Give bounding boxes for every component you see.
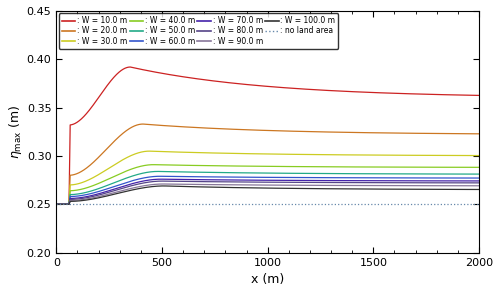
Legend: : W = 10.0 m, : W = 20.0 m, : W = 30.0 m, : W = 40.0 m, : W = 50.0 m, : W = 60.0: : W = 10.0 m, : W = 20.0 m, : W = 30.0 m… xyxy=(58,13,338,49)
Y-axis label: $\eta_{\mathrm{max}}$ (m): $\eta_{\mathrm{max}}$ (m) xyxy=(7,105,24,159)
X-axis label: x (m): x (m) xyxy=(251,273,284,286)
